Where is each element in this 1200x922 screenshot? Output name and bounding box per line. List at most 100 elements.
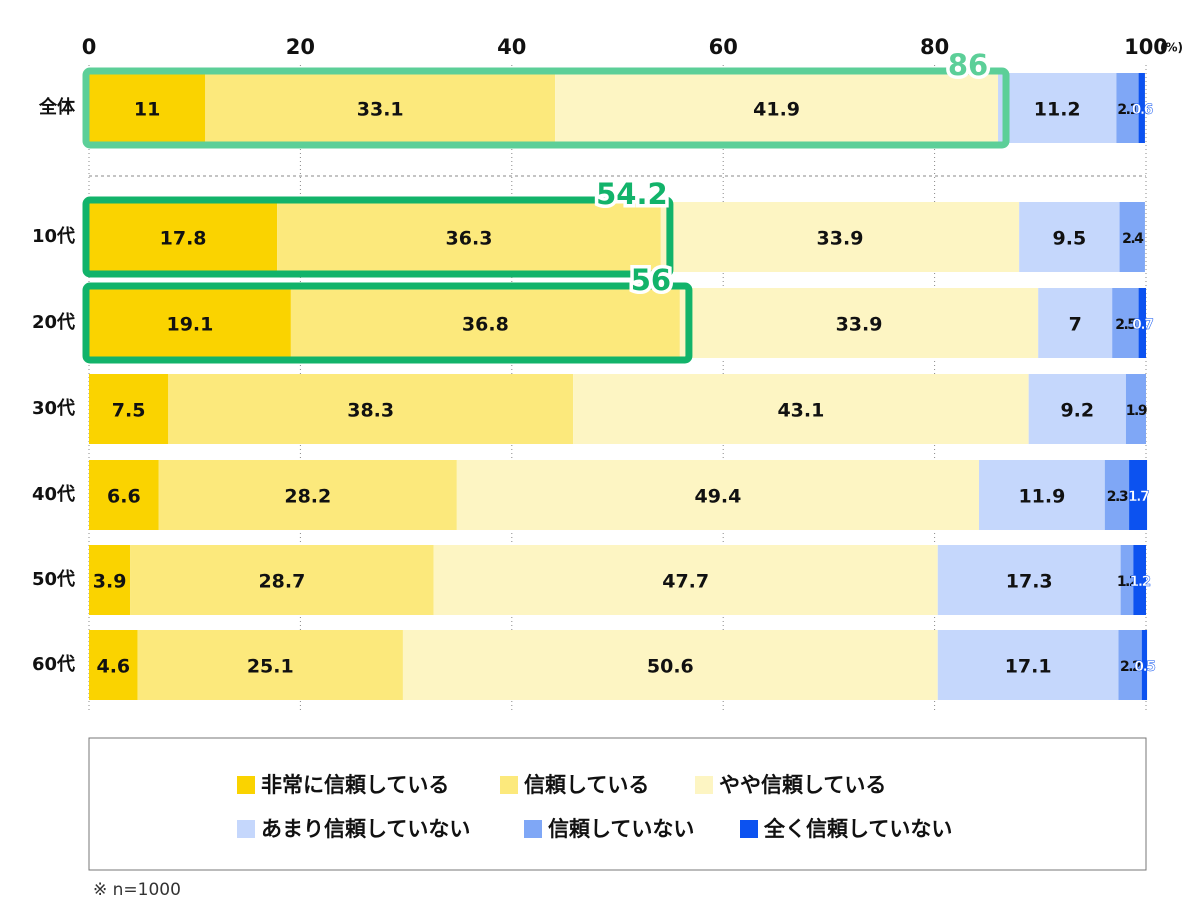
bar-segment (433, 545, 938, 615)
value-label: 11.9 (1018, 486, 1065, 508)
x-tick-label: 100 (1124, 35, 1168, 59)
value-label: 7 (1069, 314, 1082, 336)
category-label: 30代 (32, 398, 75, 419)
value-label: 33.1 (357, 99, 404, 121)
value-label: 11 (134, 99, 160, 121)
legend-swatch (237, 776, 255, 794)
bar-segment (1125, 374, 1146, 444)
value-label: 17.1 (1005, 656, 1052, 678)
bar-segment (660, 202, 1020, 272)
value-label: 33.9 (817, 228, 864, 250)
bar-segment (679, 288, 1039, 358)
x-tick-label: 20 (286, 35, 315, 59)
bar-segment (937, 545, 1121, 615)
value-label: 19.1 (166, 314, 213, 336)
legend-label: 信頼していない (548, 817, 694, 841)
bar-segment (402, 630, 938, 700)
bar-segment (130, 545, 434, 615)
bar-segment (89, 460, 159, 530)
bar-segment (205, 73, 556, 143)
x-tick-label: 60 (709, 35, 738, 59)
value-label: 7.5 (112, 400, 146, 422)
bar-segment (998, 73, 1117, 143)
bar-segment (1120, 545, 1134, 615)
bar-segment (1038, 288, 1113, 358)
legend-swatch (740, 820, 758, 838)
value-label: 11.2 (1034, 99, 1081, 121)
value-label: 17.8 (160, 228, 207, 250)
value-label: 49.4 (694, 486, 741, 508)
highlight-box (82, 196, 674, 278)
value-label: 3.9 (93, 571, 127, 593)
bar-segment (158, 460, 457, 530)
value-label: 43.1 (777, 400, 824, 422)
highlight-label: 86 (948, 48, 988, 82)
legend-swatch (524, 820, 542, 838)
value-label: 9.5 (1053, 228, 1087, 250)
legend-label: やや信頼している (719, 773, 886, 797)
bar-segment (137, 630, 403, 700)
legend-swatch (695, 776, 713, 794)
bar-segment (1119, 202, 1145, 272)
footnote: ※ n=1000 (93, 880, 181, 900)
category-label: 50代 (32, 569, 75, 590)
bar-segment (1118, 630, 1142, 700)
value-label: 17.3 (1006, 571, 1053, 593)
category-label: 40代 (32, 484, 75, 505)
bar-segment (1112, 288, 1139, 358)
value-label: 28.2 (284, 486, 331, 508)
x-tick-label: 40 (497, 35, 526, 59)
bar-segment (89, 545, 131, 615)
value-label: 25.1 (247, 656, 294, 678)
value-label: 1.2 (1130, 574, 1151, 590)
bar-segment (573, 374, 1029, 444)
bar-segment (89, 73, 206, 143)
value-label: 33.9 (836, 314, 883, 336)
value-label: 41.9 (753, 99, 800, 121)
value-label: 2.2 (1120, 659, 1141, 675)
legend-swatch (237, 820, 255, 838)
legend-box (88, 737, 1147, 871)
value-label: 0.7 (1132, 317, 1153, 333)
bar-segment (555, 73, 999, 143)
bar-segment (89, 630, 138, 700)
value-label: 2.1 (1117, 102, 1138, 118)
value-label: 2.4 (1122, 231, 1144, 247)
value-label: 47.7 (662, 571, 709, 593)
x-unit: (%) (1160, 41, 1183, 55)
value-label: 36.3 (446, 228, 493, 250)
highlight-label: 54.2 (596, 177, 668, 211)
bar-segment (1138, 73, 1145, 143)
category-label: 20代 (32, 312, 75, 333)
value-label: 4.6 (96, 656, 130, 678)
bar-segment (1116, 73, 1139, 143)
highlight-label: 56 (631, 263, 671, 297)
legend-label: あまり信頼していない (261, 817, 470, 841)
value-label: 36.8 (462, 314, 509, 336)
bar-segment (1133, 545, 1146, 615)
category-label: 60代 (32, 654, 75, 675)
value-label: 2.5 (1115, 317, 1136, 333)
value-label: 0.5 (1134, 659, 1155, 675)
bar-segment (978, 460, 1105, 530)
legend-label: 全く信頼していない (763, 817, 952, 841)
highlight-box (82, 67, 1010, 149)
value-label: 28.7 (258, 571, 305, 593)
legend-label: 信頼している (524, 773, 649, 797)
x-tick-label: 80 (920, 35, 949, 59)
value-label: 6.6 (107, 486, 141, 508)
legend-label: 非常に信頼している (261, 773, 449, 797)
bar-segment (1141, 630, 1148, 700)
bar-segment (1028, 374, 1126, 444)
bar-segment (937, 630, 1119, 700)
highlight-box (82, 282, 693, 364)
value-label: 0.6 (1132, 102, 1153, 118)
bar-segment (1019, 202, 1120, 272)
value-label: 1.7 (1128, 489, 1149, 505)
bar-segment (89, 374, 169, 444)
bar-segment (290, 288, 680, 358)
value-label: 2.3 (1107, 489, 1128, 505)
value-label: 50.6 (647, 656, 694, 678)
bar-segment (89, 202, 278, 272)
